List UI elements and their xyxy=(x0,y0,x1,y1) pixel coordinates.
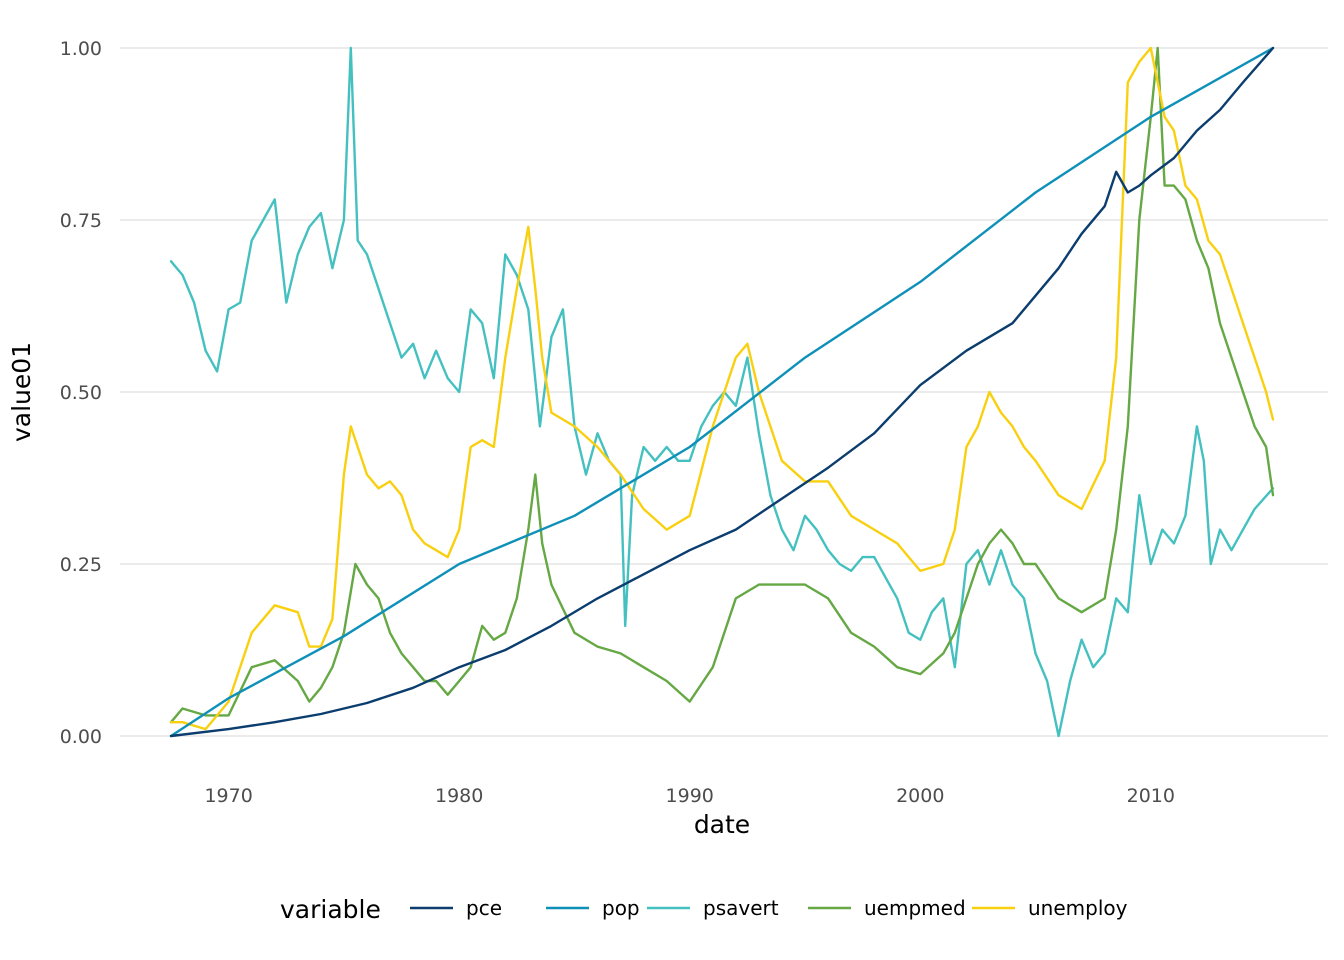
legend-label-psavert: psavert xyxy=(703,896,779,920)
x-tick-label: 1980 xyxy=(435,785,483,807)
x-axis-ticks: 1970 1980 1990 2000 2010 xyxy=(204,785,1175,807)
series-lines xyxy=(169,46,1275,738)
y-tick-label: 0.25 xyxy=(60,554,102,576)
legend-label-uempmed: uempmed xyxy=(864,896,966,920)
x-tick-label: 1990 xyxy=(666,785,714,807)
x-tick-label: 2010 xyxy=(1127,785,1175,807)
x-axis-title: date xyxy=(694,810,750,839)
series-line-psavert xyxy=(169,46,1275,738)
y-tick-label: 0.75 xyxy=(60,210,102,232)
legend-label-pop: pop xyxy=(602,896,640,920)
y-tick-label: 0.50 xyxy=(60,382,102,404)
x-tick-label: 2000 xyxy=(896,785,944,807)
series-line-pce xyxy=(169,46,1275,738)
legend-label-pce: pce xyxy=(466,896,502,920)
x-tick-label: 1970 xyxy=(204,785,252,807)
series-line-unemploy xyxy=(169,46,1275,731)
y-axis-ticks: 0.00 0.25 0.50 0.75 1.00 xyxy=(60,38,102,748)
y-axis-title: value01 xyxy=(7,342,36,442)
y-tick-label: 1.00 xyxy=(60,38,102,60)
y-tick-label: 0.00 xyxy=(60,726,102,748)
legend-title: variable xyxy=(280,895,381,924)
series-line-uempmed xyxy=(169,46,1275,724)
legend: variable pce pop psavert uempmed unemploy xyxy=(280,895,1128,924)
series-line-pop xyxy=(169,46,1275,738)
legend-label-unemploy: unemploy xyxy=(1028,896,1128,920)
